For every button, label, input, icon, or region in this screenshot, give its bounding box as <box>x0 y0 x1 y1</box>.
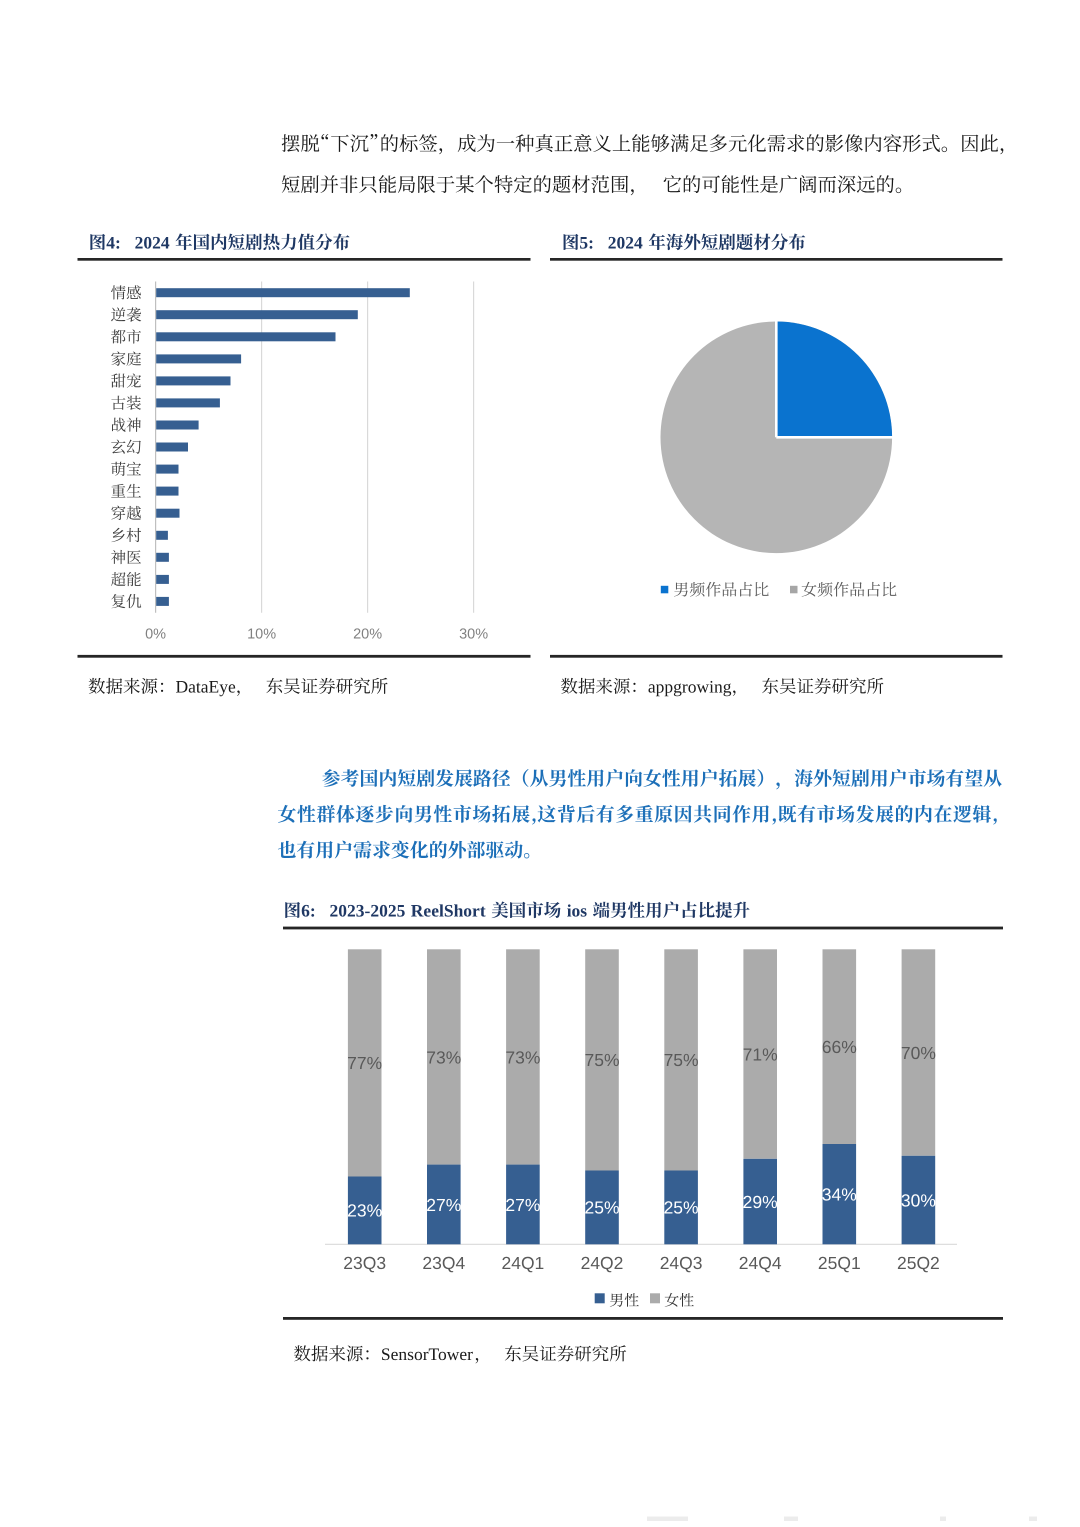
svg-text:27%: 27% <box>505 1195 540 1215</box>
svg-text:24Q2: 24Q2 <box>581 1253 624 1273</box>
svg-text:24Q3: 24Q3 <box>660 1253 703 1273</box>
svg-text:29%: 29% <box>743 1192 778 1212</box>
svg-text:appgrowing: appgrowing <box>648 677 732 697</box>
svg-text:25Q1: 25Q1 <box>818 1253 861 1273</box>
svg-text:73%: 73% <box>505 1047 540 1067</box>
svg-text:6:: 6: <box>301 901 316 921</box>
svg-text:SensorTower: SensorTower <box>381 1344 473 1364</box>
svg-text:23%: 23% <box>347 1201 382 1221</box>
svg-text:30%: 30% <box>901 1190 936 1210</box>
svg-text:25%: 25% <box>664 1198 699 1218</box>
svg-text:27%: 27% <box>426 1195 461 1215</box>
svg-text:24Q1: 24Q1 <box>501 1253 544 1273</box>
svg-text:2023-2025: 2023-2025 <box>330 901 406 921</box>
svg-text:34%: 34% <box>822 1184 857 1204</box>
svg-text:0%: 0% <box>145 626 166 642</box>
svg-text:4:: 4: <box>106 233 121 253</box>
svg-text:20%: 20% <box>353 626 382 642</box>
svg-text:23Q3: 23Q3 <box>343 1253 386 1273</box>
svg-text:75%: 75% <box>664 1050 699 1070</box>
svg-text:70%: 70% <box>901 1043 936 1063</box>
svg-text:71%: 71% <box>743 1044 778 1064</box>
svg-text:30%: 30% <box>459 626 488 642</box>
svg-text:DataEye: DataEye <box>176 677 236 697</box>
svg-text:24Q4: 24Q4 <box>739 1253 782 1273</box>
svg-text:25%: 25% <box>584 1198 619 1218</box>
svg-text:75%: 75% <box>584 1050 619 1070</box>
svg-text:25Q2: 25Q2 <box>897 1253 940 1273</box>
svg-text:23Q4: 23Q4 <box>422 1253 465 1273</box>
svg-text:2024: 2024 <box>608 233 643 253</box>
svg-text:77%: 77% <box>347 1053 382 1073</box>
svg-text:10%: 10% <box>247 626 276 642</box>
svg-text:ReelShort: ReelShort <box>411 901 486 921</box>
svg-text:73%: 73% <box>426 1047 461 1067</box>
svg-text:2024: 2024 <box>135 233 170 253</box>
svg-text:5:: 5: <box>579 233 594 253</box>
svg-text:66%: 66% <box>822 1037 857 1057</box>
svg-text:ios: ios <box>567 901 588 921</box>
